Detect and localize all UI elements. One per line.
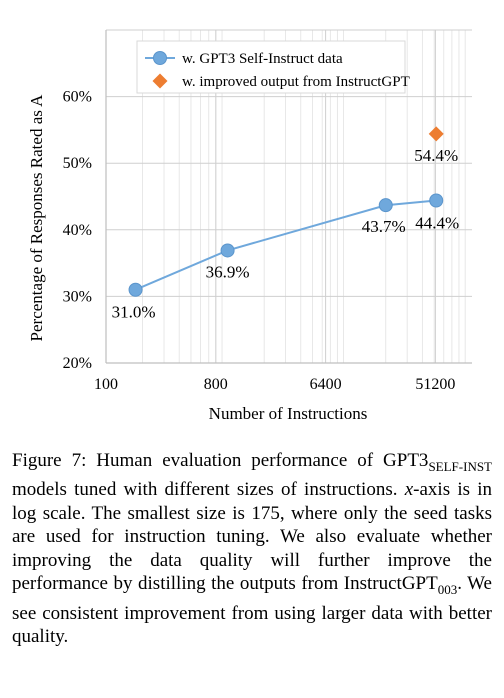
legend-marker: [153, 51, 167, 65]
x-tick-label: 800: [204, 376, 228, 393]
caption-part4: . We see consistent improvement from usi…: [12, 573, 492, 648]
data-label: 44.4%: [415, 213, 459, 232]
series-line: [135, 199, 437, 291]
y-tick-label: 40%: [63, 222, 92, 239]
series-1: 31.0% 36.9% 43.7% 44.4%: [112, 193, 459, 322]
x-axis-label: Number of Instructions: [209, 404, 368, 423]
data-label: 54.4%: [414, 146, 458, 165]
chart: 100 800 6400 51200 20% 30% 40% 50% 60% 31.0% 36.9…: [27, 29, 472, 423]
series: 31.0% 36.9% 43.7% 44.4% 54.4%: [112, 126, 459, 322]
legend-marker: [152, 73, 168, 89]
y-axis-label: Percentage of Responses Rated as A: [27, 94, 46, 342]
x-tick-label: 6400: [310, 376, 342, 393]
caption-part3: -axis is in log scale. The smallest size…: [12, 479, 492, 595]
data-label: 43.7%: [362, 217, 406, 236]
y-tick-label: 50%: [63, 155, 92, 172]
legend: w. GPT3 Self-Instruct data w. improved ou…: [136, 40, 410, 94]
series-2: 54.4%: [414, 126, 458, 165]
legend-item-2: w. improved output from InstructGPT: [152, 73, 410, 90]
axes: [105, 30, 472, 364]
data-label: 36.9%: [206, 262, 250, 281]
legend-label: w. GPT3 Self-Instruct data: [182, 51, 343, 67]
data-point: [429, 193, 444, 208]
tick-labels: 100 800 6400 51200 20% 30% 40% 50% 60%: [63, 89, 456, 393]
caption-model-subscript: SELF-INST: [428, 458, 492, 474]
data-label: 31.0%: [112, 303, 156, 322]
legend-label: w. improved output from InstructGPT: [182, 74, 410, 90]
legend-box: [136, 40, 406, 94]
data-point: [428, 126, 444, 142]
y-tick-label: 60%: [63, 89, 92, 106]
y-tick-label: 20%: [63, 355, 92, 372]
x-tick-label: 100: [94, 376, 118, 393]
caption-version-subscript: 003: [437, 582, 458, 598]
data-point: [378, 198, 393, 213]
figure-caption: Figure 7: Human evaluation performance o…: [12, 449, 492, 649]
caption-x-variable: x: [404, 479, 414, 501]
y-tick-label: 30%: [63, 288, 92, 305]
caption-lead: Figure 7: Human evaluation performance o…: [12, 450, 429, 471]
legend-item-1: w. GPT3 Self-Instruct data: [145, 51, 343, 67]
data-point: [220, 243, 235, 258]
x-tick-label: 51200: [415, 376, 455, 393]
caption-part2: models tuned with different sizes of ins…: [12, 479, 405, 501]
data-point: [128, 282, 143, 297]
